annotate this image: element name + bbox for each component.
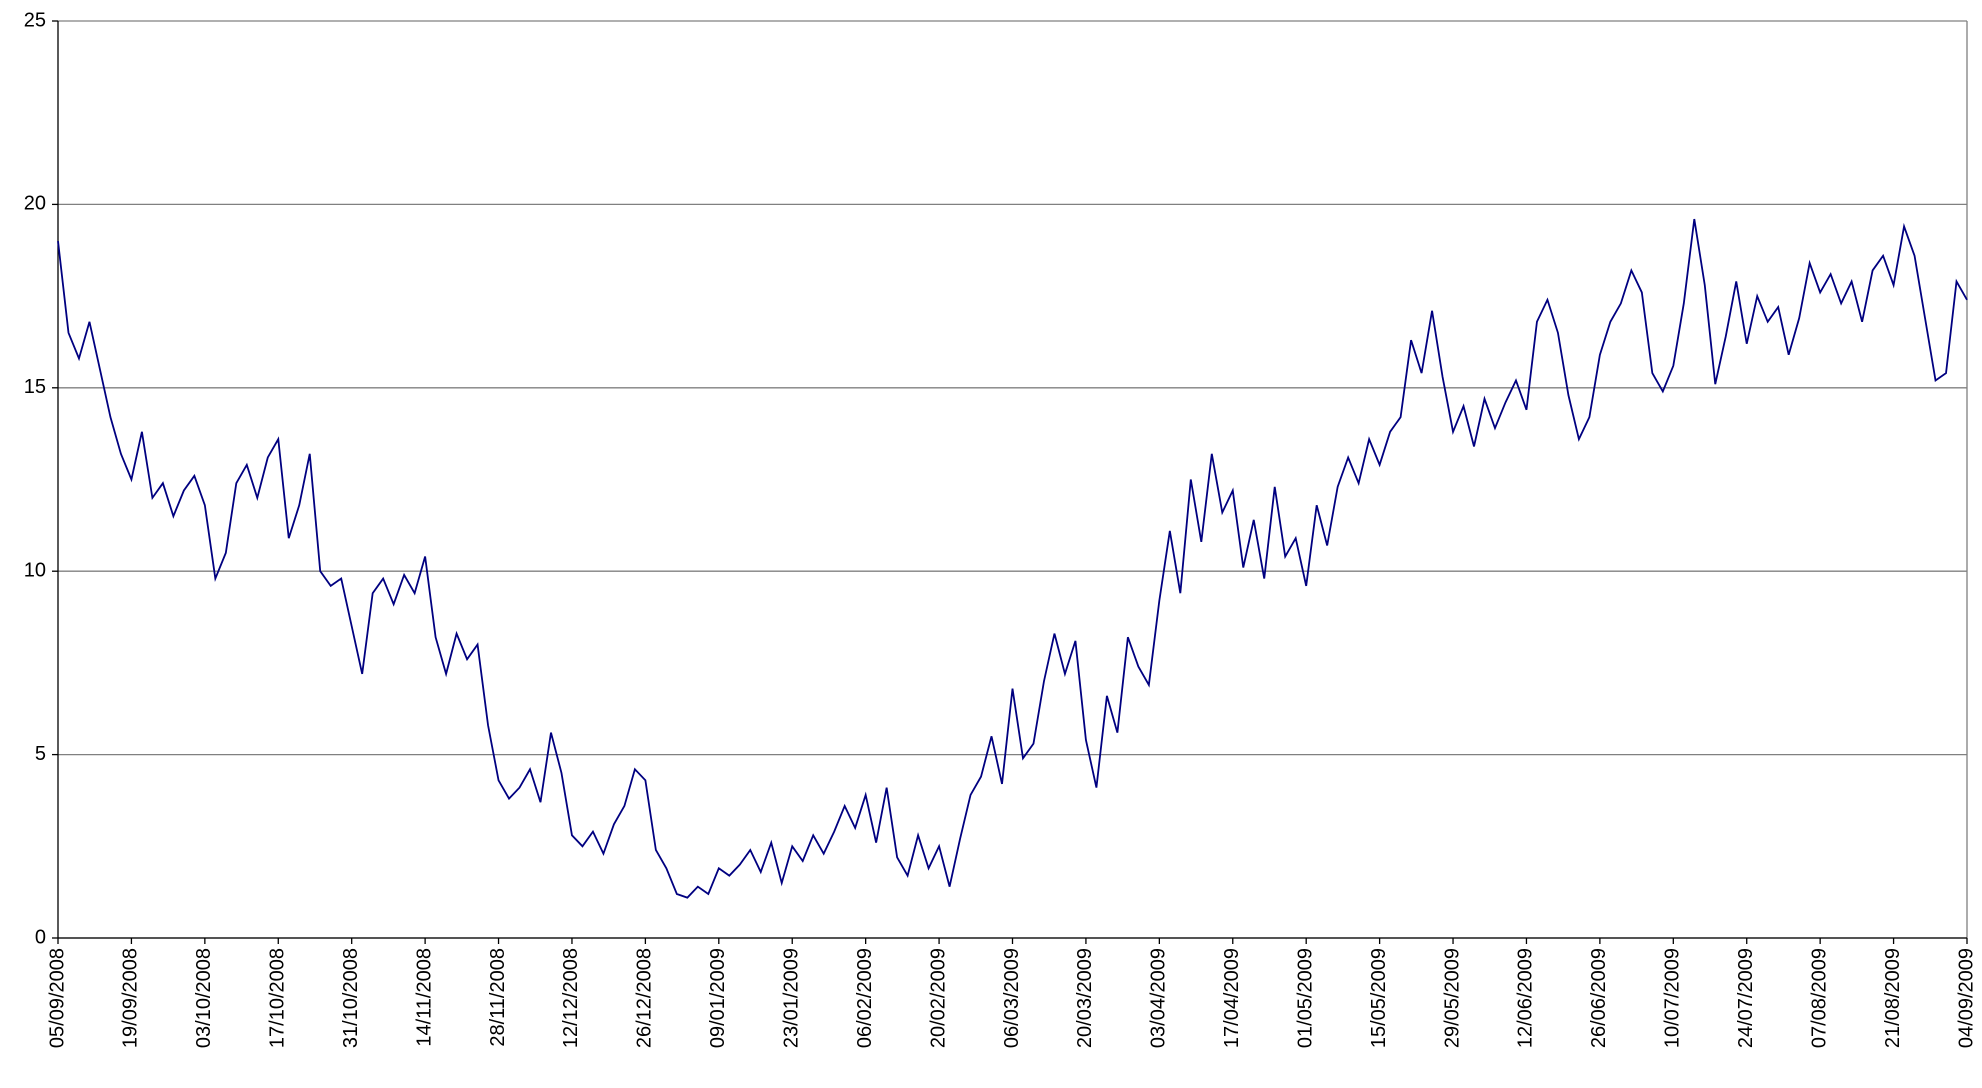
x-tick-label: 12/12/2008 <box>560 948 582 1048</box>
x-tick-label: 06/02/2009 <box>854 948 876 1048</box>
x-tick-label: 09/01/2009 <box>707 948 729 1048</box>
x-tick-label: 10/07/2009 <box>1662 948 1684 1048</box>
x-tick-label: 03/04/2009 <box>1148 948 1170 1048</box>
x-tick-label: 28/11/2008 <box>487 948 509 1047</box>
data-line <box>57 218 1968 899</box>
x-tick-label: 19/09/2008 <box>120 948 142 1048</box>
x-tick-label: 17/04/2009 <box>1221 948 1243 1048</box>
x-tick-label: 06/03/2009 <box>1001 948 1023 1048</box>
x-tick-label: 05/09/2008 <box>46 948 68 1048</box>
x-tick-label: 23/01/2009 <box>781 948 803 1048</box>
y-tick-label: 10 <box>24 559 46 581</box>
x-tick-label: 29/05/2009 <box>1441 948 1463 1048</box>
x-tick-label: 20/03/2009 <box>1074 948 1096 1048</box>
x-tick-label: 26/12/2008 <box>634 948 656 1048</box>
x-tick-label: 07/08/2009 <box>1808 948 1830 1048</box>
y-tick-label: 5 <box>35 743 46 765</box>
x-tick-label: 01/05/2009 <box>1294 948 1316 1048</box>
y-tick-label: 15 <box>24 376 46 398</box>
x-tick-label: 17/10/2008 <box>267 948 289 1048</box>
x-tick-label: 15/05/2009 <box>1368 948 1390 1048</box>
y-tick-label: 20 <box>24 193 46 215</box>
x-tick-label: 14/11/2008 <box>413 948 435 1047</box>
x-tick-label: 21/08/2009 <box>1882 948 1904 1048</box>
y-tick-label: 25 <box>24 9 46 31</box>
x-tick-label: 26/06/2009 <box>1588 948 1610 1048</box>
x-tick-label: 31/10/2008 <box>340 948 362 1048</box>
x-tick-label: 12/06/2009 <box>1515 948 1537 1048</box>
y-tick-label: 0 <box>35 926 46 948</box>
x-tick-label: 24/07/2009 <box>1735 948 1757 1048</box>
x-tick-label: 03/10/2008 <box>193 948 215 1048</box>
x-tick-label: 20/02/2009 <box>927 948 949 1048</box>
x-tick-label: 04/09/2009 <box>1955 948 1977 1048</box>
